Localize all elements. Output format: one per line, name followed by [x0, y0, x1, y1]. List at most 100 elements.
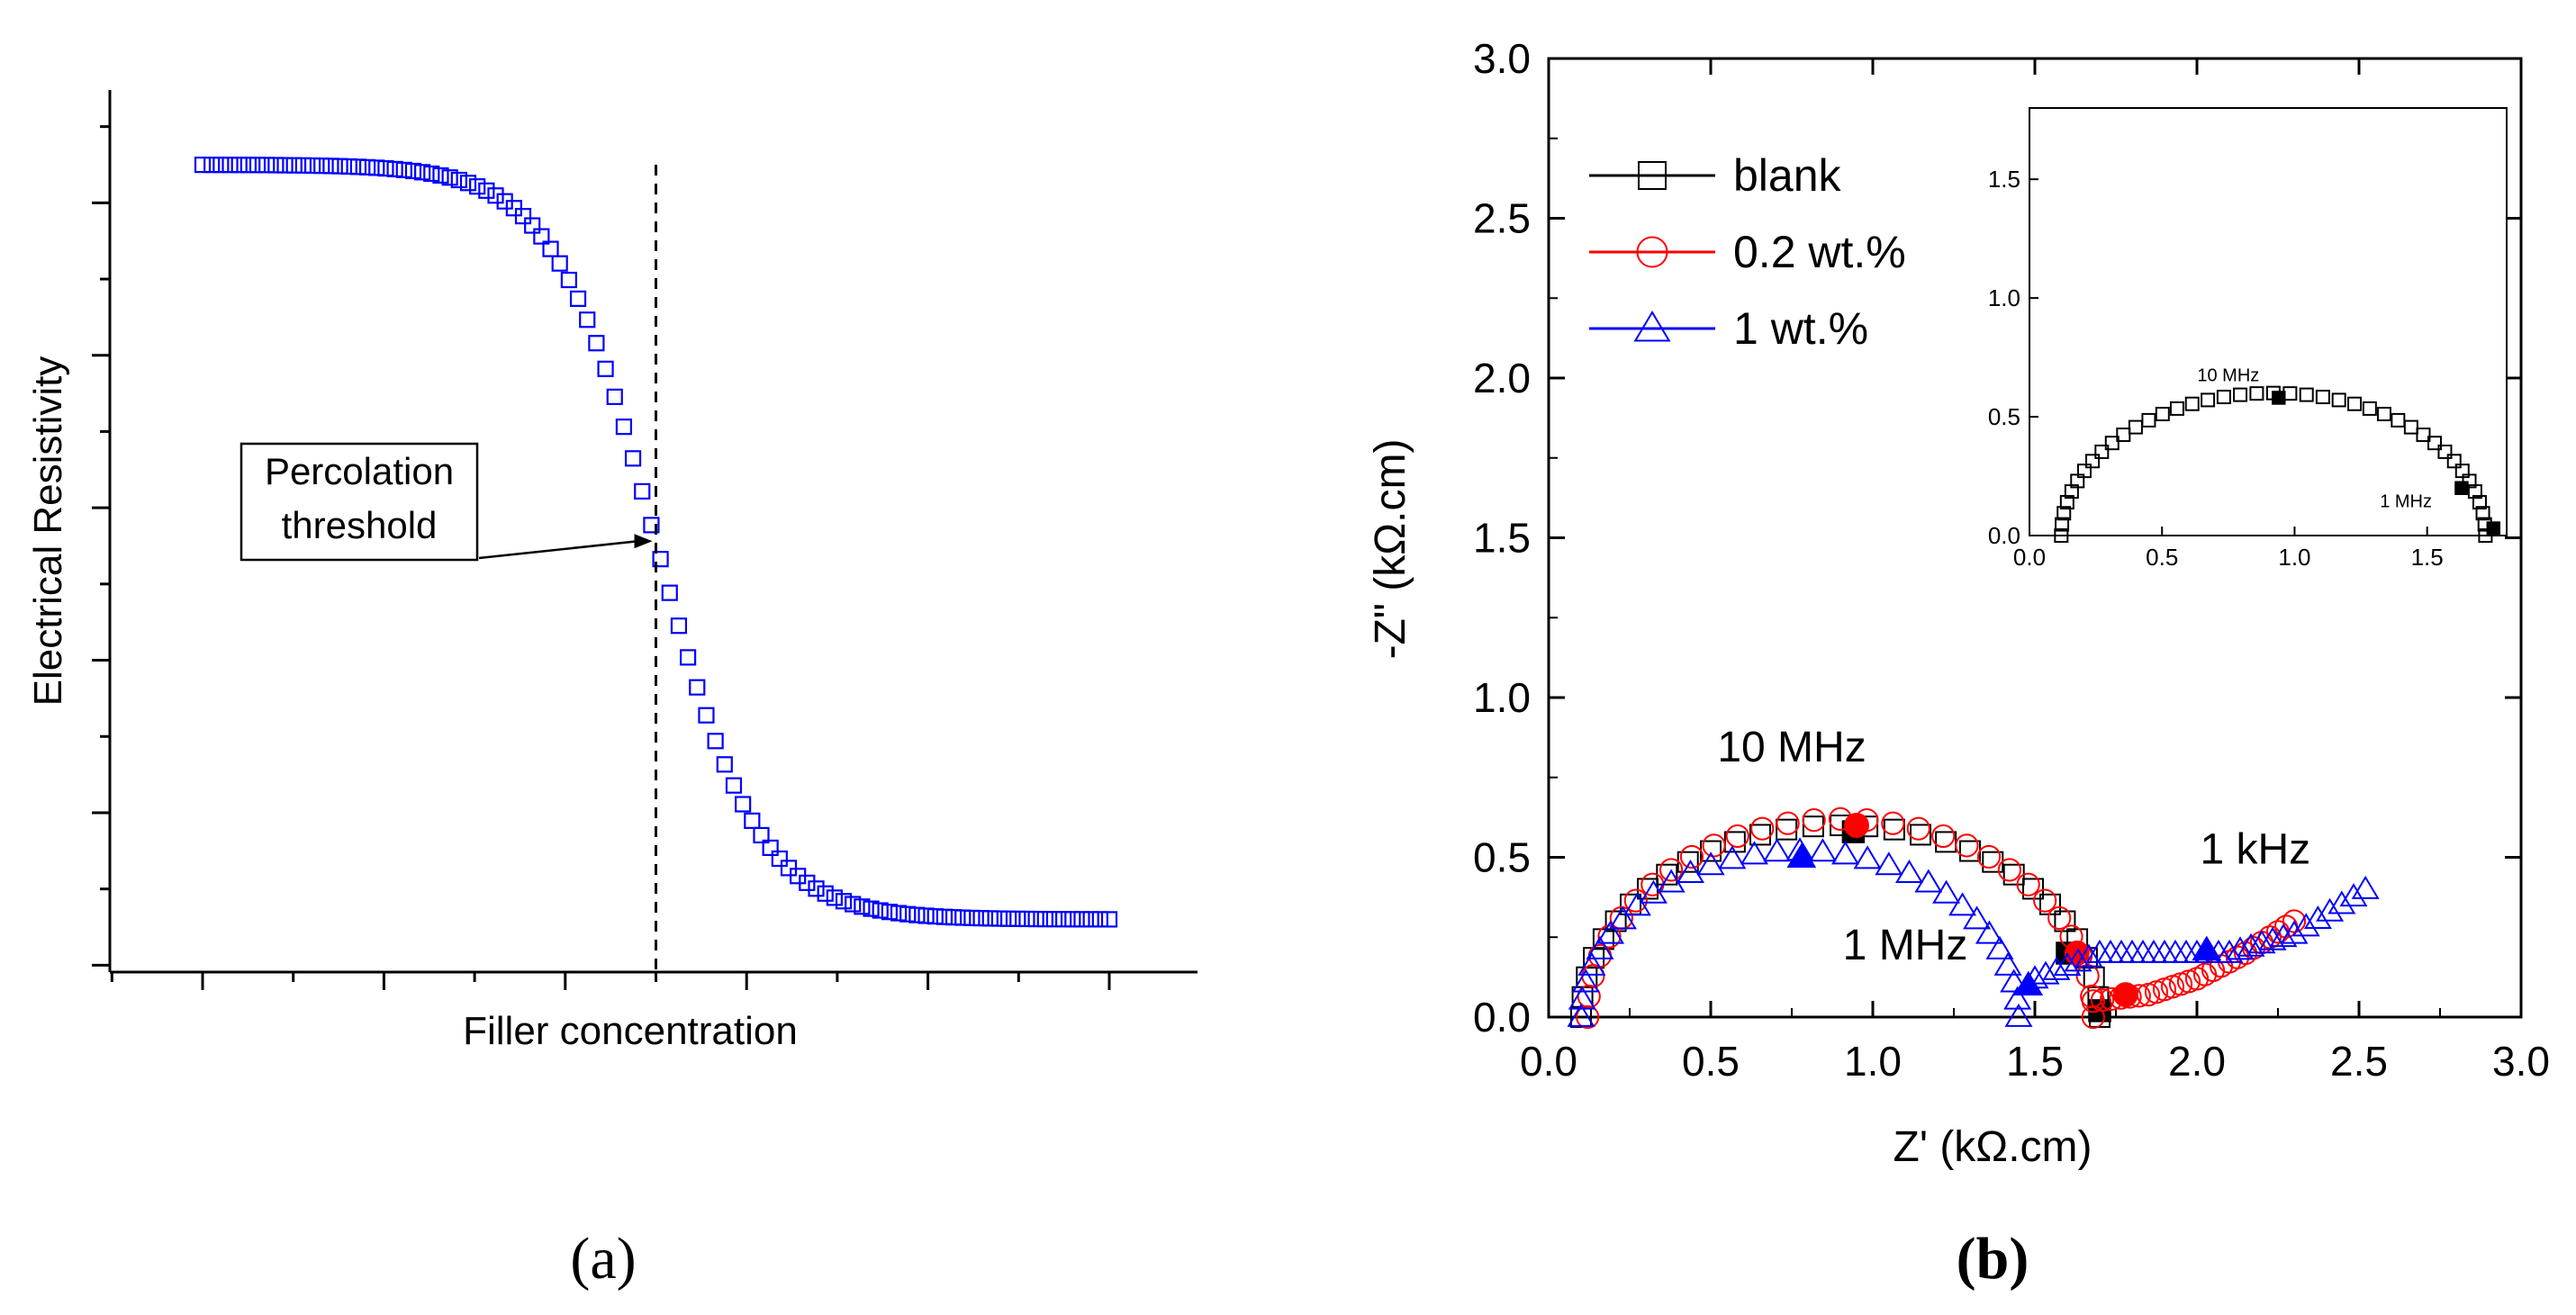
panel-a-data-point: [579, 311, 596, 329]
inset-ticks: 0.0 0.5 1.0 1.5 0.0 0.5 1.0 1.5: [1988, 166, 2444, 571]
inset-annotation: 10 MHz: [2197, 365, 2259, 385]
panel-a-data-points: [194, 157, 1118, 928]
series-marker: [1802, 808, 1826, 833]
panel-a-data-point: [707, 733, 724, 750]
panel-a-x-label: Filler concentration: [463, 1009, 798, 1053]
series-marker: [1750, 816, 1775, 841]
panel-a-data-point: [414, 164, 431, 181]
inset-marker: [2362, 401, 2377, 416]
series-marker: [2269, 923, 2298, 948]
panel-a-data-point: [358, 158, 376, 176]
panel-a-data-point: [917, 907, 935, 924]
inset-marker: [2331, 392, 2346, 408]
series-marker: [2339, 883, 2368, 907]
panel-a-data-point: [487, 187, 504, 204]
series-marker: [2033, 888, 2057, 913]
panel-b-annotation: 10 MHz: [1717, 724, 1866, 771]
inset-marker: [2141, 412, 2156, 428]
series-marker: [1808, 838, 1837, 862]
panel-a-data-point: [377, 159, 394, 177]
series-filled-marker: [2192, 935, 2222, 960]
series-marker: [1906, 816, 1930, 841]
inset-marker: [2472, 495, 2487, 510]
panel-a-data-point: [597, 360, 614, 377]
panel-a-data-point: [1055, 911, 1072, 928]
inset-marker: [2055, 517, 2070, 532]
series-marker: [2022, 878, 2045, 900]
series-marker: [1659, 858, 1684, 882]
panel-a-data-point: [680, 649, 697, 666]
series-marker: [2226, 936, 2255, 960]
legend-marker: [1636, 236, 1668, 268]
panel-b-y-tick-label: 1.0: [1473, 674, 1531, 721]
series-marker: [2291, 913, 2320, 937]
series-marker: [1955, 833, 1979, 858]
panel-a-data-point: [450, 171, 467, 189]
panel-a-data-point: [1100, 911, 1118, 928]
series-marker: [1608, 905, 1637, 930]
panel-a-data-point: [276, 157, 294, 174]
panel-a-data-point: [368, 159, 385, 176]
series-marker: [2280, 920, 2309, 944]
panel-b-x-label: Z' (kΩ.cm): [1894, 1123, 2092, 1171]
percolation-label-line1: Percolation: [265, 450, 454, 492]
panel-a-data-point: [624, 450, 642, 467]
panel-b-y-tick-label: 1.5: [1473, 515, 1531, 562]
series-marker: [1985, 935, 2014, 959]
inset-x-tick-label: 0.0: [2013, 544, 2046, 571]
series-marker: [1749, 824, 1772, 846]
panel-a-data-point: [569, 290, 587, 307]
inset-filled-marker: [2454, 481, 2469, 495]
panel-a-data-point: [432, 167, 449, 185]
inset-filled-marker: [2272, 391, 2286, 405]
series-marker: [2047, 905, 2072, 931]
series-marker: [1740, 841, 1768, 865]
inset-marker: [2315, 390, 2330, 405]
panel-a-data-point: [899, 905, 917, 923]
panel-a-data-point: [817, 885, 834, 902]
series-marker: [1914, 869, 1943, 893]
inset-marker: [2446, 454, 2462, 469]
series-marker: [1596, 920, 1625, 944]
series-marker: [1576, 1004, 1600, 1030]
inset-marker: [2077, 464, 2092, 479]
panel-a-data-point: [551, 255, 568, 272]
panel-a-data-point: [395, 161, 412, 178]
inset-marker: [2467, 484, 2482, 500]
panel-a-data-point: [854, 898, 871, 915]
series-marker: [2064, 948, 2092, 972]
series-marker: [1853, 845, 1882, 869]
panel-b-annotation: 1 kHz: [2200, 826, 2310, 874]
series-marker: [2351, 875, 2380, 899]
inset-filled-marker: [2486, 521, 2501, 536]
panel-a-data-point: [606, 388, 623, 405]
percolation-arrowhead: [634, 534, 653, 549]
panel-a-data-point: [661, 584, 678, 601]
legend-marker: [1638, 161, 1667, 190]
series-marker: [2316, 897, 2345, 922]
panel-a-data-point: [845, 896, 862, 913]
panel-a-data-point: [1082, 911, 1099, 928]
series-marker: [2016, 872, 2040, 896]
panel-a-data-point: [808, 880, 825, 897]
panel-b-legend: blank 0.2 wt.% 1 wt.%: [1589, 150, 1906, 354]
series-marker: [1881, 811, 1905, 835]
series-marker: [1571, 986, 1594, 1008]
series-filled-marker: [1786, 842, 1817, 869]
panel-a-data-point: [963, 909, 981, 926]
panel-a-data-point: [524, 217, 541, 234]
series-marker: [2038, 893, 2061, 915]
series-marker: [1802, 815, 1824, 838]
panel-a-data-point: [441, 169, 458, 186]
panel-b-x-tick-label: 0.5: [1682, 1038, 1740, 1085]
series-marker: [1676, 859, 1705, 884]
panel-a-data-point: [285, 157, 303, 174]
panel-a-data-point: [753, 826, 770, 844]
inset-annotations: 10 MHz 1 MHz: [2197, 365, 2432, 511]
panel-a-data-point: [1073, 911, 1090, 928]
series-marker: [1577, 951, 1606, 976]
panel-a-data-point: [560, 271, 577, 289]
panel-a-data-point: [981, 910, 999, 927]
series-marker: [1597, 924, 1622, 949]
